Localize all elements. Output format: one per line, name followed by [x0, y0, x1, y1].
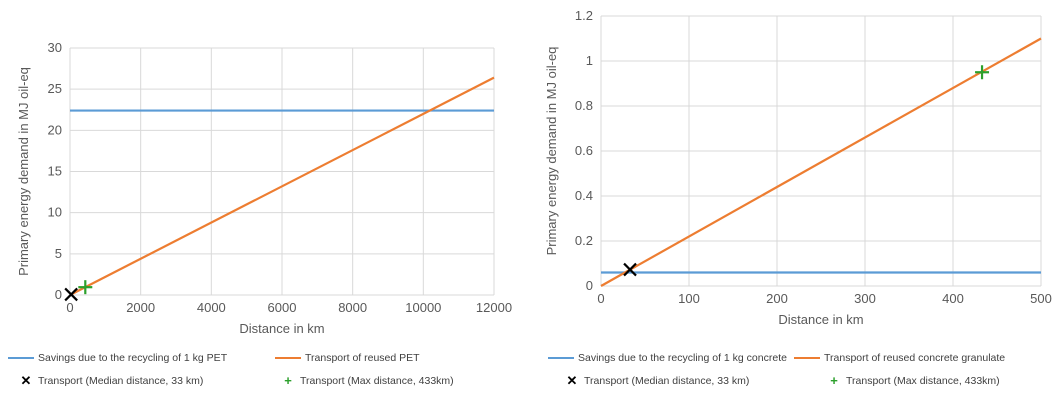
right-median-marker	[623, 262, 637, 277]
y-tick-label: 25	[48, 81, 62, 96]
x-tick-label: 500	[1030, 291, 1052, 306]
chart-right-legend: Savings due to the recycling of 1 kg con…	[548, 348, 1053, 403]
x-marker-icon: ✕	[566, 373, 578, 388]
left-max-marker	[78, 280, 93, 295]
legend-swatch-transport	[275, 357, 301, 359]
legend-label: Transport (Median distance, 33 km)	[584, 375, 750, 387]
x-axis-label: Distance in km	[239, 321, 324, 336]
y-tick-label: 0.6	[575, 143, 593, 158]
y-tick-label: 0	[586, 278, 593, 293]
x-tick-label: 10000	[405, 300, 441, 315]
legend-label: Transport (Max distance, 433km)	[846, 375, 1000, 387]
plus-marker-icon: +	[830, 373, 838, 388]
x-tick-label: 100	[678, 291, 700, 306]
right-grid	[600, 15, 1042, 287]
marker-stroke	[64, 287, 78, 302]
x-marker-icon: ✕	[20, 373, 32, 388]
y-tick-label: 1	[586, 53, 593, 68]
y-tick-label: 0.4	[575, 188, 593, 203]
legend-item: + Transport (Max distance, 433km)	[826, 373, 1000, 388]
chart-left-legend: Savings due to the recycling of 1 kg PET…	[8, 348, 518, 403]
legend-item: + Transport (Max distance, 433km)	[280, 373, 454, 388]
y-tick-label: 20	[48, 122, 62, 137]
x-tick-label: 0	[597, 291, 604, 306]
legend-item: ✕ Transport (Median distance, 33 km)	[564, 373, 750, 388]
chart-right-plot: 0 100 200 300 400 500 0 0.2 0.4 0.6 0.8 1 1.2 Distanc…	[544, 8, 1052, 327]
y-tick-label: 5	[55, 246, 62, 261]
x-tick-label: 4000	[197, 300, 226, 315]
y-tick-label: 15	[48, 164, 62, 179]
legend-item: Transport of reused PET	[275, 352, 420, 364]
legend-label: Transport of reused PET	[305, 352, 420, 364]
plus-marker-icon: +	[284, 373, 292, 388]
y-tick-label: 10	[48, 205, 62, 220]
right-max-marker	[975, 65, 990, 80]
legend-item: ✕ Transport (Median distance, 33 km)	[18, 373, 204, 388]
x-tick-label: 300	[854, 291, 876, 306]
y-tick-label: 0	[55, 287, 62, 302]
y-axis-label: Primary energy demand in MJ oil-eq	[16, 67, 31, 276]
legend-label: Savings due to the recycling of 1 kg con…	[578, 352, 787, 364]
x-tick-label: 0	[66, 300, 73, 315]
chart-right: 0 100 200 300 400 500 0 0.2 0.4 0.6 0.8 1 1.2 Distanc…	[540, 0, 1056, 405]
x-tick-label: 2000	[126, 300, 155, 315]
x-tick-label: 400	[942, 291, 964, 306]
legend-swatch-transport	[794, 357, 820, 359]
y-axis-label: Primary energy demand in MJ oil-eq	[544, 47, 559, 256]
legend-item: Savings due to the recycling of 1 kg con…	[548, 352, 787, 364]
marker-stroke	[623, 262, 637, 277]
left-median-marker	[64, 287, 78, 302]
x-tick-label: 6000	[268, 300, 297, 315]
legend-label: Savings due to the recycling of 1 kg PET	[38, 352, 228, 364]
y-tick-label: 0.8	[575, 98, 593, 113]
left-grid	[69, 47, 495, 296]
legend-label: Transport (Median distance, 33 km)	[38, 375, 204, 387]
x-tick-label: 200	[766, 291, 788, 306]
y-tick-label: 0.2	[575, 233, 593, 248]
x-axis-label: Distance in km	[778, 312, 863, 327]
legend-swatch-savings	[8, 357, 34, 359]
y-tick-label: 1.2	[575, 8, 593, 23]
chart-left-plot: 0 2000 4000 6000 8000 10000 12000 0 5 10 15 20 25 30 D…	[16, 40, 512, 336]
legend-label: Transport (Max distance, 433km)	[300, 375, 454, 387]
chart-left: 0 2000 4000 6000 8000 10000 12000 0 5 10 15 20 25 30 D…	[0, 0, 520, 405]
left-series-line-1	[69, 76, 495, 296]
legend-item: Transport of reused concrete granulate	[794, 352, 1005, 364]
right-series-line-1	[600, 37, 1042, 287]
legend-item: Savings due to the recycling of 1 kg PET	[8, 352, 227, 364]
x-tick-label: 12000	[476, 300, 512, 315]
x-tick-label: 8000	[338, 300, 367, 315]
legend-swatch-savings	[548, 357, 574, 359]
legend-label: Transport of reused concrete granulate	[824, 352, 1006, 364]
y-tick-label: 30	[48, 40, 62, 55]
